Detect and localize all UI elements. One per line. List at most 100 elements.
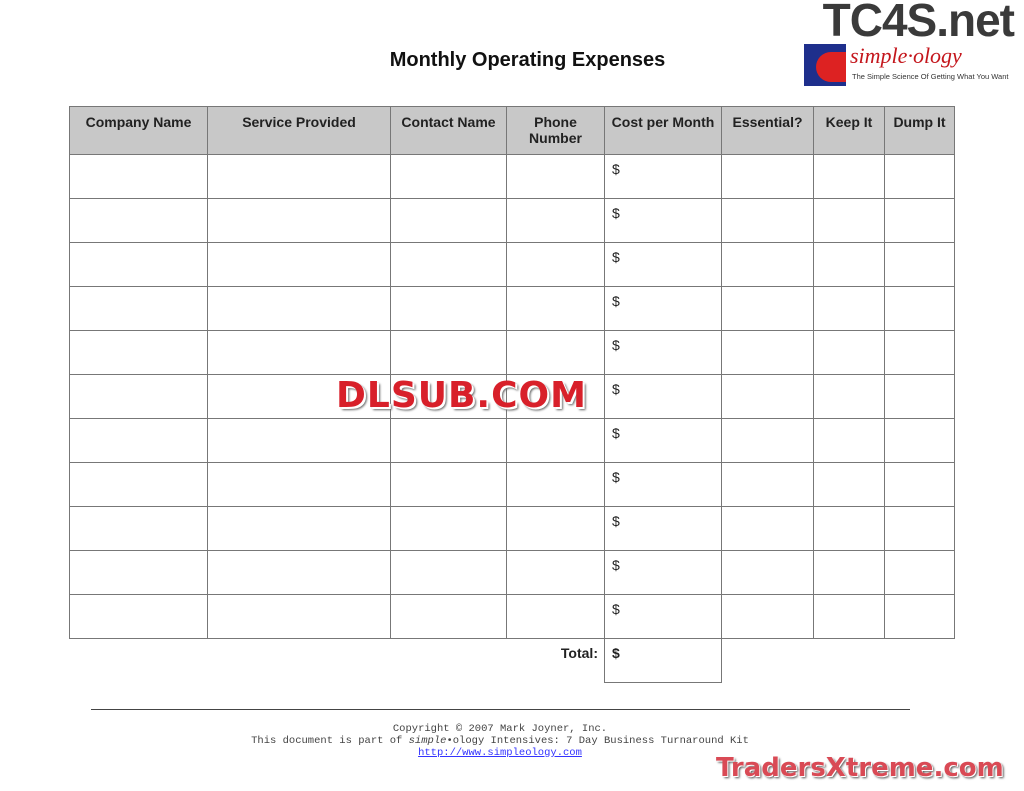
total-value[interactable]: $ bbox=[604, 638, 722, 683]
table-cell[interactable] bbox=[390, 418, 507, 463]
table-cell[interactable] bbox=[506, 506, 605, 551]
table-cell[interactable] bbox=[69, 506, 208, 551]
table-cell[interactable] bbox=[721, 550, 814, 595]
table-cell[interactable] bbox=[506, 462, 605, 507]
table-row: $ bbox=[69, 198, 955, 243]
table-cell[interactable] bbox=[506, 198, 605, 243]
table-cell[interactable] bbox=[884, 506, 955, 551]
table-cell[interactable] bbox=[884, 198, 955, 243]
table-cell[interactable] bbox=[721, 286, 814, 331]
table-cell[interactable]: $ bbox=[604, 462, 722, 507]
table-cell[interactable] bbox=[390, 506, 507, 551]
table-cell[interactable] bbox=[884, 286, 955, 331]
table-cell[interactable] bbox=[506, 154, 605, 199]
table-cell[interactable] bbox=[506, 550, 605, 595]
column-header: Contact Name bbox=[390, 106, 507, 155]
table-cell[interactable] bbox=[813, 242, 885, 287]
table-cell[interactable] bbox=[813, 550, 885, 595]
table-cell[interactable] bbox=[721, 198, 814, 243]
table-cell[interactable] bbox=[69, 374, 208, 419]
table-cell[interactable] bbox=[884, 242, 955, 287]
table-cell[interactable] bbox=[390, 330, 507, 375]
table-cell[interactable] bbox=[884, 418, 955, 463]
table-cell[interactable] bbox=[69, 418, 208, 463]
table-cell[interactable] bbox=[884, 550, 955, 595]
table-cell[interactable] bbox=[69, 242, 208, 287]
table-cell[interactable] bbox=[884, 374, 955, 419]
table-cell[interactable] bbox=[813, 154, 885, 199]
table-cell[interactable] bbox=[813, 286, 885, 331]
table-cell[interactable] bbox=[813, 418, 885, 463]
table-cell[interactable] bbox=[721, 242, 814, 287]
table-cell[interactable] bbox=[506, 242, 605, 287]
column-header: Service Provided bbox=[207, 106, 391, 155]
table-cell[interactable] bbox=[69, 462, 208, 507]
table-cell[interactable] bbox=[390, 198, 507, 243]
table-cell[interactable] bbox=[207, 594, 391, 639]
table-cell[interactable] bbox=[390, 242, 507, 287]
table-cell[interactable] bbox=[506, 418, 605, 463]
table-cell[interactable] bbox=[207, 242, 391, 287]
table-cell[interactable] bbox=[207, 198, 391, 243]
table-cell[interactable] bbox=[69, 154, 208, 199]
table-cell[interactable]: $ bbox=[604, 374, 722, 419]
table-cell[interactable] bbox=[721, 462, 814, 507]
table-cell[interactable] bbox=[506, 374, 605, 419]
table-row: $ bbox=[69, 286, 955, 331]
table-cell[interactable]: $ bbox=[604, 418, 722, 463]
empty bbox=[722, 639, 955, 683]
footer: Copyright © 2007 Mark Joyner, Inc. This … bbox=[0, 723, 1000, 759]
table-cell[interactable] bbox=[813, 506, 885, 551]
table-cell[interactable] bbox=[69, 330, 208, 375]
table-cell[interactable]: $ bbox=[604, 198, 722, 243]
table-cell[interactable]: $ bbox=[604, 594, 722, 639]
table-cell[interactable] bbox=[506, 330, 605, 375]
table-cell[interactable] bbox=[207, 154, 391, 199]
table-cell[interactable] bbox=[721, 374, 814, 419]
table-row: $ bbox=[69, 506, 955, 551]
table-cell[interactable] bbox=[813, 198, 885, 243]
table-cell[interactable] bbox=[884, 330, 955, 375]
table-cell[interactable] bbox=[207, 550, 391, 595]
table-cell[interactable] bbox=[813, 594, 885, 639]
table-cell[interactable] bbox=[721, 418, 814, 463]
table-row: $ bbox=[69, 374, 955, 419]
table-cell[interactable] bbox=[390, 550, 507, 595]
table-cell[interactable] bbox=[813, 462, 885, 507]
table-cell[interactable] bbox=[69, 550, 208, 595]
table-cell[interactable] bbox=[207, 374, 391, 419]
table-cell[interactable]: $ bbox=[604, 242, 722, 287]
table-cell[interactable] bbox=[721, 594, 814, 639]
table-cell[interactable] bbox=[813, 330, 885, 375]
table-cell[interactable]: $ bbox=[604, 154, 722, 199]
table-cell[interactable] bbox=[69, 198, 208, 243]
table-cell[interactable] bbox=[207, 462, 391, 507]
table-cell[interactable] bbox=[884, 462, 955, 507]
table-cell[interactable] bbox=[390, 594, 507, 639]
table-cell[interactable]: $ bbox=[604, 330, 722, 375]
table-cell[interactable] bbox=[390, 154, 507, 199]
table-cell[interactable] bbox=[884, 594, 955, 639]
table-cell[interactable] bbox=[813, 374, 885, 419]
table-cell[interactable] bbox=[207, 330, 391, 375]
table-cell[interactable] bbox=[506, 594, 605, 639]
table-cell[interactable]: $ bbox=[604, 550, 722, 595]
table-cell[interactable]: $ bbox=[604, 286, 722, 331]
table-cell[interactable] bbox=[721, 506, 814, 551]
table-row: $ bbox=[69, 462, 955, 507]
simpleology-link[interactable]: http://www.simpleology.com bbox=[418, 747, 582, 759]
table-cell[interactable] bbox=[69, 594, 208, 639]
table-cell[interactable] bbox=[721, 154, 814, 199]
table-cell[interactable] bbox=[721, 330, 814, 375]
table-cell[interactable] bbox=[390, 462, 507, 507]
table-cell[interactable] bbox=[207, 286, 391, 331]
table-cell[interactable] bbox=[207, 418, 391, 463]
table-header-row: Company Name Service Provided Contact Name… bbox=[69, 106, 955, 155]
table-cell[interactable] bbox=[69, 286, 208, 331]
table-cell[interactable] bbox=[506, 286, 605, 331]
table-row: $ bbox=[69, 330, 955, 375]
table-cell[interactable] bbox=[884, 154, 955, 199]
table-cell[interactable] bbox=[390, 286, 507, 331]
table-cell[interactable] bbox=[207, 506, 391, 551]
table-cell[interactable]: $ bbox=[604, 506, 722, 551]
